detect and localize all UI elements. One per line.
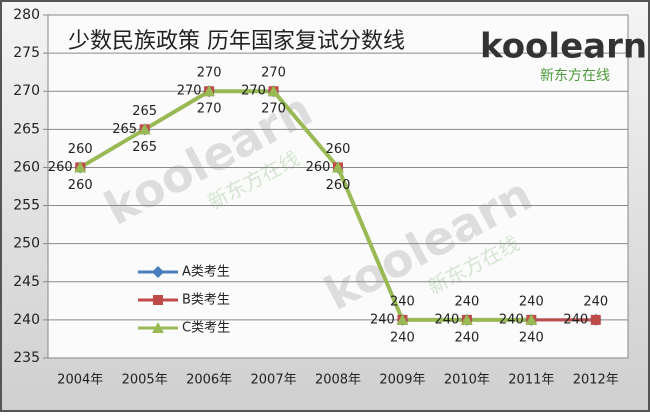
data-label: 270 <box>177 84 202 99</box>
x-tick-label: 2011年 <box>508 373 554 388</box>
data-label: 265 <box>112 122 137 137</box>
marker <box>525 313 538 325</box>
data-label: 260 <box>68 178 93 193</box>
marker <box>460 313 473 325</box>
marker <box>152 266 164 278</box>
y-tick-label: 245 <box>13 274 40 290</box>
marker <box>74 161 87 173</box>
x-tick-label: 2010年 <box>444 373 490 388</box>
y-tick-label: 275 <box>13 45 40 61</box>
y-tick-label: 260 <box>13 159 40 175</box>
x-tick-label: 2007年 <box>251 373 297 388</box>
y-tick-label: 250 <box>13 236 40 252</box>
data-label: 270 <box>261 102 286 117</box>
data-label: 270 <box>197 102 222 117</box>
data-label: 270 <box>241 84 266 99</box>
data-label: 240 <box>370 312 395 327</box>
x-tick-label: 2006年 <box>186 373 232 388</box>
marker <box>203 85 216 97</box>
marker <box>332 161 344 173</box>
data-label: 240 <box>499 312 524 327</box>
x-tick-label: 2004年 <box>57 373 103 388</box>
data-label: 260 <box>48 160 73 175</box>
y-tick-label: 280 <box>13 7 40 23</box>
data-label: 240 <box>390 294 415 309</box>
data-label: 240 <box>563 312 588 327</box>
data-label: 240 <box>519 294 544 309</box>
data-label: 265 <box>132 104 157 119</box>
marker <box>138 123 151 135</box>
data-label: 240 <box>454 330 479 345</box>
data-label: 240 <box>519 330 544 345</box>
data-label: 260 <box>326 142 351 157</box>
y-tick-label: 270 <box>13 83 40 99</box>
y-tick-label: 265 <box>13 121 40 137</box>
logo: koolearn <box>480 27 647 67</box>
marker <box>152 322 164 333</box>
y-tick-label: 255 <box>13 198 40 214</box>
y-tick-label: 240 <box>13 312 40 328</box>
x-tick-label: 2008年 <box>315 373 361 388</box>
logo-sub: 新东方在线 <box>540 68 610 84</box>
data-label: 260 <box>326 178 351 193</box>
chart-title: 少数民族政策 历年国家复试分数线 <box>68 29 405 54</box>
legend-label: A类考生 <box>182 265 230 280</box>
marker <box>267 85 280 97</box>
data-label: 240 <box>434 312 459 327</box>
x-tick-label: 2009年 <box>379 373 425 388</box>
data-label: 260 <box>68 142 93 157</box>
data-label: 240 <box>583 294 608 309</box>
y-tick-label: 235 <box>13 350 40 366</box>
marker <box>396 313 409 325</box>
legend-label: B类考生 <box>182 293 230 308</box>
data-label: 240 <box>390 330 415 345</box>
data-label: 260 <box>306 160 331 175</box>
x-tick-label: 2005年 <box>122 373 168 388</box>
x-tick-label: 2012年 <box>573 373 619 388</box>
legend-label: C类考生 <box>182 321 230 336</box>
marker <box>590 314 601 325</box>
series-line <box>79 89 532 322</box>
data-label: 270 <box>261 66 286 81</box>
data-label: 270 <box>197 66 222 81</box>
marker <box>153 295 163 305</box>
data-label: 240 <box>454 294 479 309</box>
data-label: 265 <box>132 140 157 155</box>
